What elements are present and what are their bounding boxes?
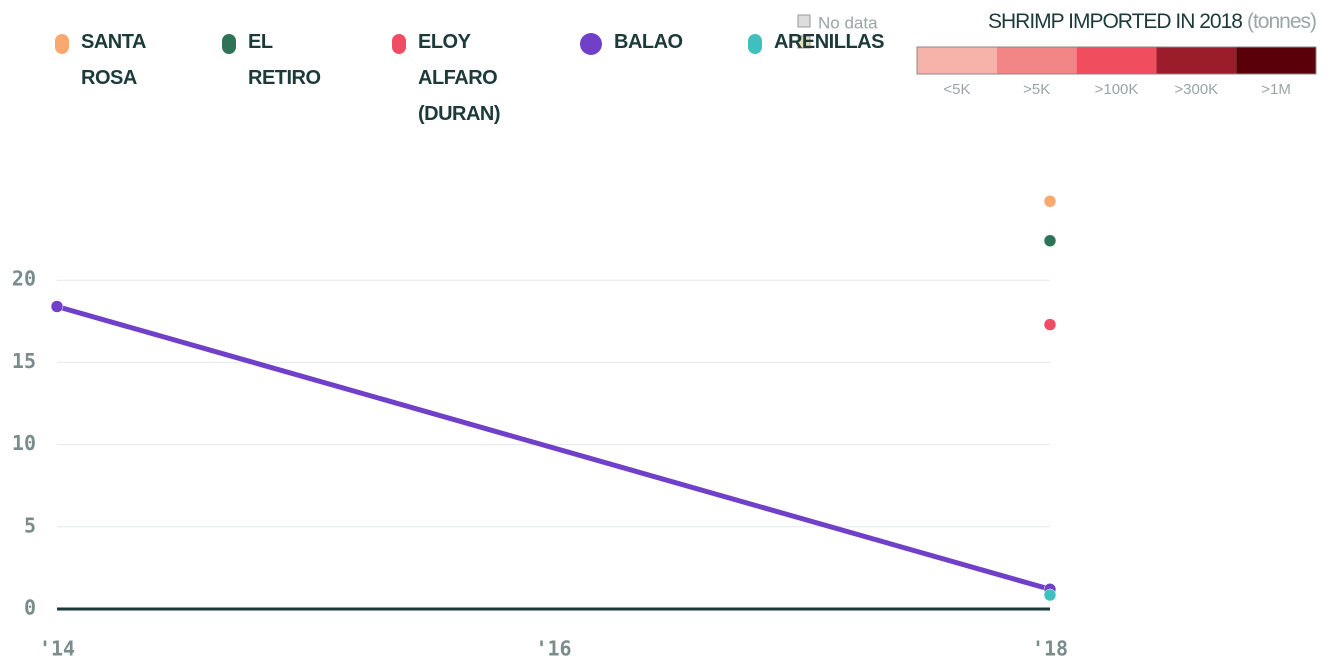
- point: [50, 300, 64, 313]
- title: SHRIMP IMPORTED IN 2018: [988, 10, 1242, 33]
- point: [1043, 318, 1057, 331]
- x-tick-label: '14: [39, 637, 75, 660]
- scale-label: >5K: [1023, 81, 1050, 98]
- legend-label: EL RETIRO: [248, 31, 321, 89]
- legend-marker: [222, 34, 236, 54]
- y-tick-label: 15: [12, 349, 36, 373]
- scale-swatch: [1156, 47, 1237, 74]
- y-tick-label: 10: [12, 431, 36, 455]
- unit: (tonnes): [1247, 10, 1316, 33]
- y-tick-label: 0: [24, 596, 36, 620]
- scale-swatch: [1236, 47, 1316, 74]
- y-tick-label: 20: [12, 267, 36, 291]
- scale-swatch: [1076, 47, 1157, 74]
- legend-label: SANTA ROSA: [81, 31, 146, 89]
- scale-label: >1M: [1261, 81, 1291, 98]
- legend-item: EL RETIRO: [222, 24, 348, 96]
- point: [1043, 195, 1057, 208]
- legend-marker: [55, 34, 69, 54]
- legend-marker: [392, 34, 406, 54]
- point: [1043, 588, 1057, 602]
- legend-label: ARENILLAS: [774, 31, 884, 53]
- legend-marker: [748, 34, 762, 54]
- legend-item: BALAO: [580, 24, 714, 60]
- scale-label: <5K: [943, 81, 970, 98]
- line: [56, 304, 1051, 592]
- y-tick-label: 5: [24, 513, 36, 537]
- scale-border: [916, 46, 1317, 75]
- legend-item: SANTA ROSA: [55, 24, 181, 96]
- no-data-label: No data: [818, 13, 878, 32]
- scale-label: >300K: [1174, 81, 1218, 98]
- scale-swatch: [996, 47, 1077, 74]
- x-tick-label: '16: [535, 637, 571, 660]
- legend-label: BALAO: [614, 31, 683, 53]
- point: [1043, 234, 1057, 247]
- legend-title: SHRIMP IMPORTED IN 2018 (tonnes): [988, 10, 1316, 33]
- scale-swatch: [917, 47, 997, 74]
- legend-item: ELOY ALFARO (DURAN): [392, 24, 518, 132]
- legend-marker: [580, 33, 602, 55]
- no-data-swatch: [797, 14, 811, 28]
- legend-label: ELOY ALFARO (DURAN): [418, 31, 501, 125]
- scale-label: >100K: [1095, 81, 1139, 98]
- x-tick-label: '18: [1032, 637, 1068, 660]
- legend-item: ARENILLAS: [748, 24, 884, 60]
- swatch: [797, 35, 811, 49]
